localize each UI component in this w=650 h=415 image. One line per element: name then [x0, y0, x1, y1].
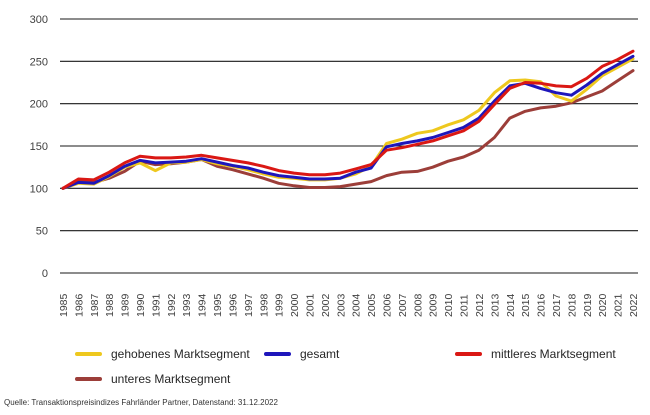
legend-item-gehobenes: gehobenes Marktsegment: [75, 347, 264, 361]
y-tick-label: 0: [42, 268, 48, 280]
x-tick-label: 2008: [412, 293, 424, 317]
x-tick-label: 1998: [258, 293, 270, 317]
x-tick-label: 2021: [613, 293, 625, 317]
source-note: Quelle: Transaktionspreisindizes Fahrlän…: [4, 398, 278, 407]
x-tick-label: 1985: [58, 293, 70, 317]
y-tick-label: 200: [30, 99, 48, 111]
series-line-gehobenes: [61, 57, 635, 190]
x-tick-label: 2001: [304, 293, 316, 317]
y-tick-label: 150: [30, 141, 48, 153]
legend-swatch-icon: [75, 377, 102, 381]
chart-legend: gehobenes Marktsegment gesamt mittleres …: [75, 347, 650, 386]
y-tick-label: 300: [30, 14, 48, 26]
x-tick-label: 2003: [335, 293, 347, 317]
x-tick-label: 2012: [474, 293, 486, 317]
legend-swatch-icon: [264, 352, 291, 356]
gridlines: [60, 18, 638, 274]
legend-swatch-icon: [455, 352, 482, 356]
y-tick-label: 100: [30, 183, 48, 195]
x-tick-label: 1988: [104, 293, 116, 317]
series-lines: [61, 49, 635, 190]
x-tick-label: 1991: [150, 293, 162, 317]
legend-item-gesamt: gesamt: [264, 347, 455, 361]
legend-swatch-icon: [75, 352, 102, 356]
legend-item-label: mittleres Marktsegment: [491, 347, 616, 361]
legend-item-unteres: unteres Marktsegment: [75, 372, 264, 386]
x-tick-label: 2000: [289, 293, 301, 317]
x-tick-label: 2004: [351, 293, 363, 317]
x-tick-label: 2018: [566, 293, 578, 317]
x-tick-label: 1993: [181, 293, 193, 317]
y-tick-label: 250: [30, 56, 48, 68]
x-tick-label: 2006: [382, 293, 394, 317]
x-tick-label: 1995: [212, 293, 224, 317]
x-axis-labels: 1985 1986 1987 1988 1989 1990 1991 1992 1993 1994…: [58, 293, 640, 317]
legend-item-label: gesamt: [300, 347, 340, 361]
x-tick-label: 1987: [89, 293, 101, 317]
chart-area: 0 50 100 150 200 250 300 1985 1986 1987 1988 1989 19…: [30, 14, 640, 317]
x-tick-label: 1999: [274, 293, 286, 317]
x-tick-label: 2010: [443, 293, 455, 317]
legend-item-label: gehobenes Marktsegment: [111, 347, 250, 361]
x-tick-label: 2020: [597, 293, 609, 317]
x-tick-label: 1986: [73, 293, 85, 317]
x-tick-label: 2015: [520, 293, 532, 317]
x-tick-label: 2019: [582, 293, 594, 317]
x-tick-label: 2011: [459, 294, 471, 317]
legend-item-mittleres: mittleres Marktsegment: [455, 347, 650, 361]
x-tick-label: 2013: [489, 293, 501, 317]
x-tick-label: 1997: [243, 293, 255, 317]
series-line-unteres: [61, 69, 635, 190]
x-tick-label: 2017: [551, 293, 563, 317]
x-tick-label: 1989: [120, 293, 132, 317]
y-tick-label: 50: [36, 226, 48, 238]
x-tick-label: 2014: [505, 293, 517, 317]
y-axis-labels: 0 50 100 150 200 250 300: [30, 14, 48, 280]
x-tick-label: 2009: [428, 293, 440, 317]
x-tick-label: 2016: [536, 293, 548, 317]
x-tick-label: 2007: [397, 293, 409, 317]
x-tick-label: 1994: [197, 293, 209, 317]
series-line-gesamt: [61, 54, 635, 190]
x-tick-label: 1992: [166, 293, 178, 317]
x-tick-label: 1996: [227, 293, 239, 317]
x-tick-label: 2005: [366, 293, 378, 317]
legend-item-label: unteres Marktsegment: [111, 372, 231, 386]
series-line-mittleres: [61, 49, 635, 190]
x-tick-label: 2022: [628, 293, 640, 317]
x-tick-label: 1990: [135, 293, 147, 317]
x-tick-label: 2002: [320, 293, 332, 317]
